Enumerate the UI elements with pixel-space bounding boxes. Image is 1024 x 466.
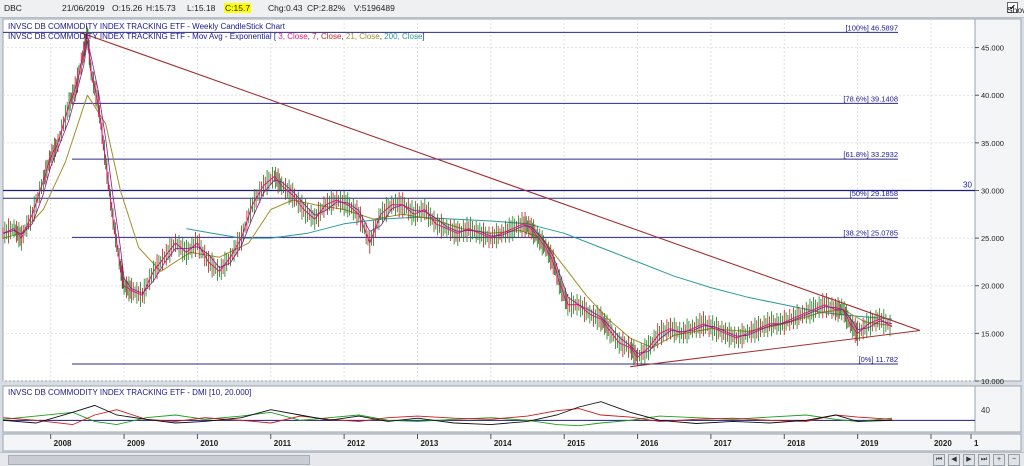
show-last-toggle[interactable]: ✔ Show Last [1007,2,1024,15]
volume-value: V:5196489 [354,3,395,13]
change-percent-value: CP:2.82% [307,3,346,13]
scroll-buttons: ⏮ ◀ ▶ ⏭ + − [933,454,1020,466]
fib-level-label: [38.2%] 25.0785 [843,228,898,237]
scroll-next-icon[interactable]: ▶ [963,454,975,466]
main-price-panel[interactable] [2,18,976,382]
chart-area[interactable]: [100%] 46.5897 [78.6%] 39.1408 [61.8%] 33.… [0,17,1024,452]
legend-part-6: 200, Close [384,32,423,41]
trendline-0[interactable] [79,31,921,332]
legend-part-1: , [308,32,312,41]
legend-part-3: , [341,32,345,41]
show-last-label: Show Last [1007,5,1024,15]
ema-3-line [2,32,893,358]
trendlines[interactable] [79,31,921,368]
moving-average-legend-prefix: INVSC DB COMMODITY INDEX TRACKING ETF - … [8,32,277,41]
time-axis-ticks: 2008 2009 2010 2011 2012 2013 2014 2015 2016 2017… [50,434,979,448]
chart-title: INVSC DB COMMODITY INDEX TRACKING ETF - … [8,22,286,31]
legend-part-2: 7, Close [312,32,342,41]
zoom-out-icon[interactable]: − [1008,454,1020,466]
ytick-label: 30.000 [981,186,1004,195]
xtick-label: 2008 [54,439,72,448]
ytick-label: 40.000 [981,91,1004,100]
fib-level-label: [61.8%] 33.2932 [843,150,898,159]
xtick-label: 1 [974,439,979,448]
time-axis [2,433,1022,452]
ytick-label: 15.000 [981,329,1004,338]
dmi-adx-line [2,401,893,426]
xtick-label: 2013 [420,439,438,448]
ytick-label: 45.000 [981,44,1004,53]
ytick-label: 25.000 [981,234,1004,243]
dmi-series [2,401,975,427]
open-value: O:15.26 [112,3,143,13]
fib-level-label: [78.6%] 39.1408 [843,94,898,103]
xtick-label: 2012 [347,439,365,448]
xtick-label: 2018 [787,439,805,448]
xtick-label: 2015 [567,439,585,448]
dmi-ytick: 40 [981,406,990,415]
zoom-in-icon[interactable]: + [993,454,1005,466]
scroll-prev-icon[interactable]: ◀ [948,454,960,466]
change-value: Chg:0.43 [268,3,303,13]
horizontal-line-label: 30 [963,180,972,189]
xtick-label: 2017 [714,439,732,448]
quote-toolbar: DBC 21/06/2019 O:15.26 H:15.73 L:15.18 C… [0,0,1024,18]
dmi-minus-di-line [2,408,893,426]
xtick-label: 2016 [641,439,659,448]
dmi-title: INVSC DB COMMODITY INDEX TRACKING ETF - … [8,388,251,397]
xtick-label: 2019 [861,439,879,448]
moving-average-legend: INVSC DB COMMODITY INDEX TRACKING ETF - … [8,32,425,41]
scroll-first-icon[interactable]: ⏮ [933,454,945,466]
xtick-label: 2011 [274,439,292,448]
xtick-label: 2020 [934,439,952,448]
price-series [2,25,893,367]
xtick-label: 2014 [494,439,512,448]
legend-part-7: ] [422,32,424,41]
ytick-label: 10.000 [981,377,1004,386]
scroll-thumb[interactable] [8,455,310,465]
low-value: L:15.18 [187,3,216,13]
close-value: C:15.7 [224,3,252,13]
legend-part-0: 3, Close [278,32,308,41]
horizontal-scrollbar[interactable]: ⏮ ◀ ▶ ⏭ + − [0,452,1024,466]
ytick-label: 20.000 [981,282,1004,291]
xtick-label: 2009 [127,439,145,448]
fib-level-label: [50%] 29.1858 [850,189,898,198]
date-label: 21/06/2019 [62,3,105,13]
symbol-label: DBC [4,3,22,13]
scroll-last-icon[interactable]: ⏭ [978,454,990,466]
legend-part-5: , [380,32,384,41]
price-axis [974,18,1022,382]
legend-part-4: 21, Close [346,32,380,41]
price-axis-ticks: 10.000 15.000 20.000 25.000 30.000 35.000 40.0… [975,44,1004,386]
xtick-label: 2010 [200,439,218,448]
ema-7-line [2,40,893,354]
fib-level-label: [0%] 11.782 [859,355,898,364]
dmi-axis [974,385,1022,433]
horizontal-line-30[interactable]: 30 [3,180,975,192]
show-last-checkbox[interactable]: ✔ [1007,2,1018,13]
trendline-1[interactable] [630,329,921,368]
fib-level-label: [100%] 46.5897 [845,23,898,32]
ytick-label: 35.000 [981,139,1004,148]
high-value: H:15.73 [146,3,176,13]
